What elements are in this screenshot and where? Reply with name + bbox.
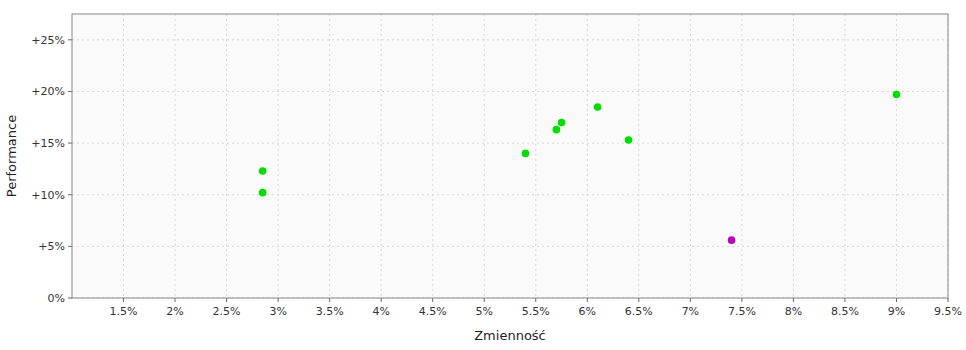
x-tick-label: 7.5% [728, 305, 756, 318]
axes: 1.5% 2% 2.5% 3% 3.5% 4% 4.5% 5% 5.5% 6% 6.5% 7% 7.5%… [31, 34, 962, 318]
x-tick [793, 298, 794, 302]
point [558, 119, 566, 127]
x-axis-label: Zmienność [474, 328, 546, 343]
x-tick-label: 8% [785, 305, 802, 318]
y-tick-label: +25% [31, 34, 65, 47]
plot-area [72, 14, 948, 298]
chart: 1.5% 2% 2.5% 3% 3.5% 4% 4.5% 5% 5.5% 6% 6.5% 7% 7.5%… [0, 0, 966, 350]
x-tick-label: 4.5% [419, 305, 447, 318]
x-tick [587, 298, 588, 302]
x-grid-line [278, 14, 279, 298]
x-tick-label: 6.5% [625, 305, 653, 318]
y-tick-label: 0% [48, 292, 65, 305]
x-tick-label: 3% [269, 305, 286, 318]
x-tick [226, 298, 227, 302]
y-grid-line [72, 194, 948, 195]
y-tick-label: +20% [31, 85, 65, 98]
y-grid-line [72, 143, 948, 144]
x-tick-label: 1.5% [110, 305, 138, 318]
x-tick-label: 3.5% [316, 305, 344, 318]
x-grid-line [793, 14, 794, 298]
x-grid-line [587, 14, 588, 298]
y-tick-label: +10% [31, 189, 65, 202]
x-grid-line [175, 14, 176, 298]
y-tick [68, 246, 72, 247]
x-tick [381, 298, 382, 302]
x-tick-label: 4% [372, 305, 389, 318]
x-grid-line [844, 14, 845, 298]
x-tick [948, 298, 949, 302]
x-tick-label: 2% [166, 305, 183, 318]
x-grid-line [381, 14, 382, 298]
x-tick [432, 298, 433, 302]
x-tick [690, 298, 691, 302]
y-tick [68, 298, 72, 299]
x-tick [278, 298, 279, 302]
y-tick-label: +5% [38, 240, 65, 253]
point [522, 150, 530, 158]
y-axis-label: Performance [4, 115, 19, 197]
x-tick-label: 9% [888, 305, 905, 318]
point [259, 167, 267, 175]
x-tick-label: 9.5% [934, 305, 962, 318]
x-grid-line [432, 14, 433, 298]
y-tick [68, 194, 72, 195]
y-tick [68, 39, 72, 40]
point [553, 126, 561, 134]
x-grid-line [123, 14, 124, 298]
x-grid-line [690, 14, 691, 298]
x-tick-label: 2.5% [213, 305, 241, 318]
x-grid-line [329, 14, 330, 298]
y-tick-label: +15% [31, 137, 65, 150]
x-tick-label: 5.5% [522, 305, 550, 318]
series [259, 91, 900, 197]
x-grid-line [226, 14, 227, 298]
series [728, 236, 736, 244]
point [893, 91, 901, 99]
x-tick-label: 5% [476, 305, 493, 318]
y-grid-line [72, 246, 948, 247]
point [594, 103, 602, 111]
x-tick-label: 7% [682, 305, 699, 318]
x-grid-line [896, 14, 897, 298]
x-tick [638, 298, 639, 302]
grid [72, 14, 948, 298]
x-tick-label: 8.5% [831, 305, 859, 318]
x-tick [896, 298, 897, 302]
y-grid-line [72, 91, 948, 92]
x-tick [484, 298, 485, 302]
plot-frame [72, 14, 948, 298]
x-grid-line [741, 14, 742, 298]
points [259, 91, 900, 244]
x-grid-line [638, 14, 639, 298]
x-tick [123, 298, 124, 302]
x-tick [329, 298, 330, 302]
x-tick [741, 298, 742, 302]
point [625, 136, 633, 144]
point [728, 236, 736, 244]
x-tick [175, 298, 176, 302]
x-tick [535, 298, 536, 302]
y-grid-line [72, 39, 948, 40]
x-tick-label: 6% [579, 305, 596, 318]
x-grid-line [535, 14, 536, 298]
y-tick [68, 91, 72, 92]
x-tick [844, 298, 845, 302]
x-grid-line [484, 14, 485, 298]
y-tick [68, 143, 72, 144]
point [259, 189, 267, 197]
